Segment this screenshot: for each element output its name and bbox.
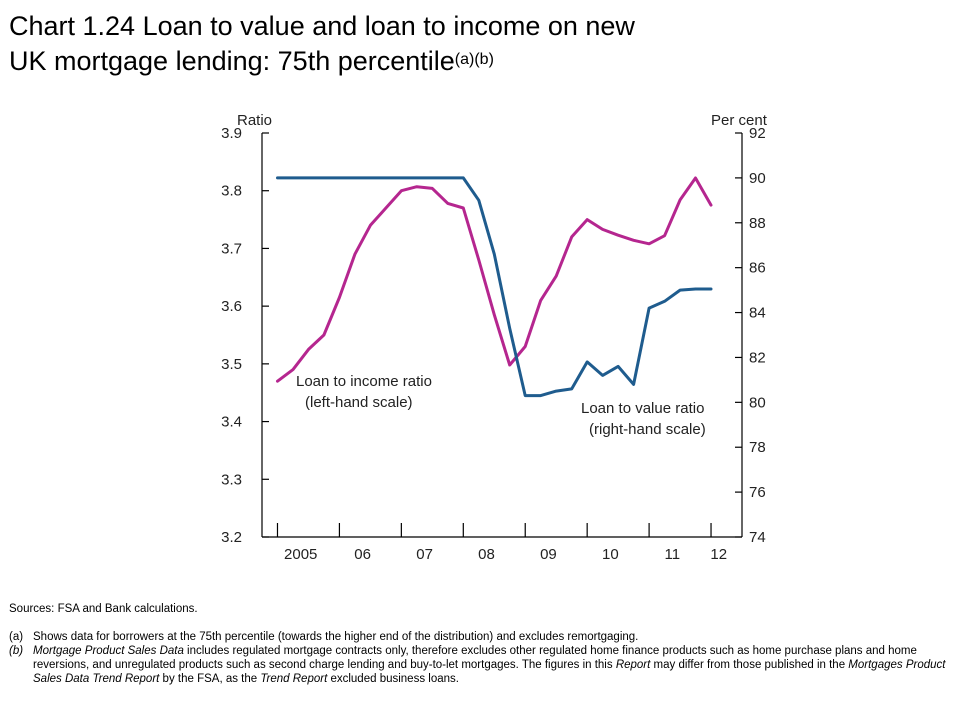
note-b-part-4: may differ from those published in the: [650, 659, 849, 671]
ltv-annotation-line-2: (right-hand scale): [589, 421, 706, 438]
note-b: (b) Mortgage Product Sales Data includes…: [9, 644, 954, 686]
left-tick-label: 3.3: [221, 471, 242, 488]
x-axis-ticks: 2005 06 07 08 09 10 11 12: [276, 523, 727, 563]
note-a-marker: (a): [9, 631, 24, 643]
x-tick-label: 07: [416, 546, 433, 563]
x-tick-label: 12: [710, 546, 727, 563]
loan-to-income-line: [276, 176, 713, 383]
x-tick-label: 09: [540, 546, 557, 563]
right-tick-label: 86: [749, 260, 766, 277]
left-tick-label: 3.2: [221, 529, 242, 546]
lti-annotation-line-1: Loan to income ratio: [296, 373, 432, 390]
chart-title: Chart 1.24 Loan to value and loan to inc…: [9, 10, 949, 78]
chart: Ratio Per cent 3.23.33.43.53.63.73.83.9 …: [221, 112, 768, 563]
note-b-part-6: by the FSA, as the: [159, 673, 261, 685]
right-tick-label: 74: [749, 529, 766, 546]
left-tick-label: 3.8: [221, 183, 242, 200]
ltv-annotation-line-1: Loan to value ratio: [581, 400, 704, 417]
note-b-part-5: Mortgages Product Sales Data Trend Repor…: [33, 659, 946, 685]
note-b-marker: (b): [9, 645, 24, 657]
left-tick-label: 3.7: [221, 240, 242, 257]
right-tick-label: 76: [749, 484, 766, 501]
left-tick-label: 3.9: [221, 125, 242, 142]
left-tick-label: 3.6: [221, 298, 242, 315]
series-layer: [276, 176, 713, 398]
left-tick-label: 3.4: [221, 414, 242, 431]
footnotes: Sources: FSA and Bank calculations. (a) …: [9, 602, 954, 686]
title-line-2-text: UK mortgage lending: 75th percentile: [9, 46, 455, 76]
note-b-part-8: excluded business loans.: [327, 673, 459, 685]
left-axis-ticks: 3.2 3.3 3.4 3.5 3.6 3.7 3.8 3.9: [221, 125, 269, 546]
note-b-part-3: Report: [615, 659, 651, 671]
lti-annotation-line-2: (left-hand scale): [305, 394, 413, 411]
x-tick-label: 08: [478, 546, 495, 563]
right-tick-label: 82: [749, 349, 766, 366]
right-tick-label: 92: [749, 125, 766, 142]
right-axis-ticks: 74 76 78 80 82 84 86 88 90 92: [735, 125, 766, 546]
sources-line: Sources: FSA and Bank calculations.: [9, 603, 198, 615]
left-tick-label: 3.5: [221, 356, 242, 373]
loan-to-value-line: [276, 176, 713, 398]
title-footnote-markers: (a)(b): [454, 51, 494, 68]
right-tick-label: 80: [749, 394, 766, 411]
note-a-text: Shows data for borrowers at the 75th per…: [33, 631, 639, 643]
right-axis-label: Per cent: [711, 112, 768, 129]
note-b-part-1: Mortgage Product Sales Data: [33, 645, 184, 657]
x-tick-label: 06: [354, 546, 371, 563]
x-tick-label: 2005: [284, 546, 317, 563]
x-tick-label: 11: [665, 546, 681, 563]
right-tick-label: 90: [749, 170, 766, 187]
note-a: (a) Shows data for borrowers at the 75th…: [9, 630, 954, 644]
note-b-part-7: Trend Report: [260, 673, 328, 685]
title-line-2: UK mortgage lending: 75th percentile(a)(…: [9, 43, 949, 78]
x-tick-label: 10: [602, 546, 619, 563]
right-tick-label: 78: [749, 439, 766, 456]
title-line-1: Chart 1.24 Loan to value and loan to inc…: [9, 11, 635, 41]
note-b-part-2: includes regulated mortgage contracts on…: [33, 645, 917, 671]
left-axis-label: Ratio: [237, 112, 272, 129]
right-tick-label: 84: [749, 305, 766, 322]
right-tick-label: 88: [749, 215, 766, 232]
